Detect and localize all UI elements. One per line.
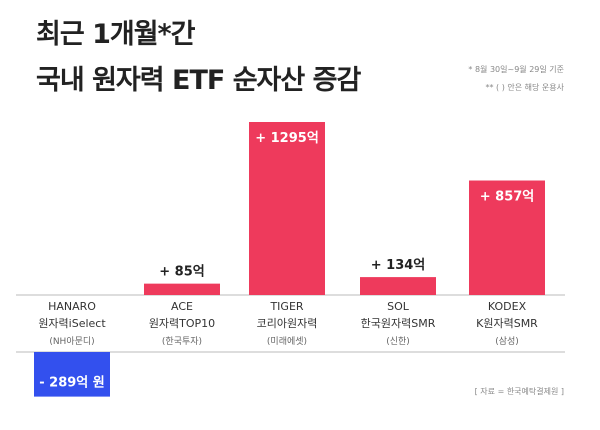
title-line-2: 국내 원자력 ETF 순자산 증감 <box>36 65 361 96</box>
title-line-1: 최근 1개월*간 <box>36 19 196 50</box>
bar <box>360 277 436 295</box>
category-manager-label: (미래에셋) <box>267 336 307 347</box>
category-label: 한국원자력SMR <box>361 317 436 330</box>
category-manager-label: (삼성) <box>495 336 519 347</box>
category-label: ACE <box>171 300 193 313</box>
bar <box>249 122 325 295</box>
bar <box>144 283 220 295</box>
bar <box>34 352 110 397</box>
category-manager-label: (NH아문디) <box>49 336 94 347</box>
category-label: K원자력SMR <box>476 317 538 330</box>
category-label: TIGER <box>269 300 303 313</box>
category-manager-label: (신한) <box>386 336 410 347</box>
note-manager: ** ( ) 안은 해당 운용사 <box>485 83 564 92</box>
category-manager-label: (한국투자) <box>162 336 202 347</box>
bar <box>469 180 545 295</box>
category-label: 코리아원자력 <box>257 317 318 330</box>
data-label: + 85억 <box>159 265 204 280</box>
data-label: + 1295억 <box>255 131 319 146</box>
data-label: + 134억 <box>371 258 426 273</box>
category-label: HANARO <box>48 300 96 313</box>
category-label: 원자력TOP10 <box>149 317 215 330</box>
category-label: SOL <box>387 300 410 313</box>
data-label: + 857억 <box>480 190 535 205</box>
category-label: 원자력iSelect <box>38 317 106 330</box>
source-note: [ 자료 = 한국예탁결제원 ] <box>474 387 564 396</box>
data-label: - 289억 원 <box>39 376 105 391</box>
category-label: KODEX <box>488 300 527 313</box>
note-date: * 8월 30일~9월 29일 기준 <box>468 65 564 74</box>
